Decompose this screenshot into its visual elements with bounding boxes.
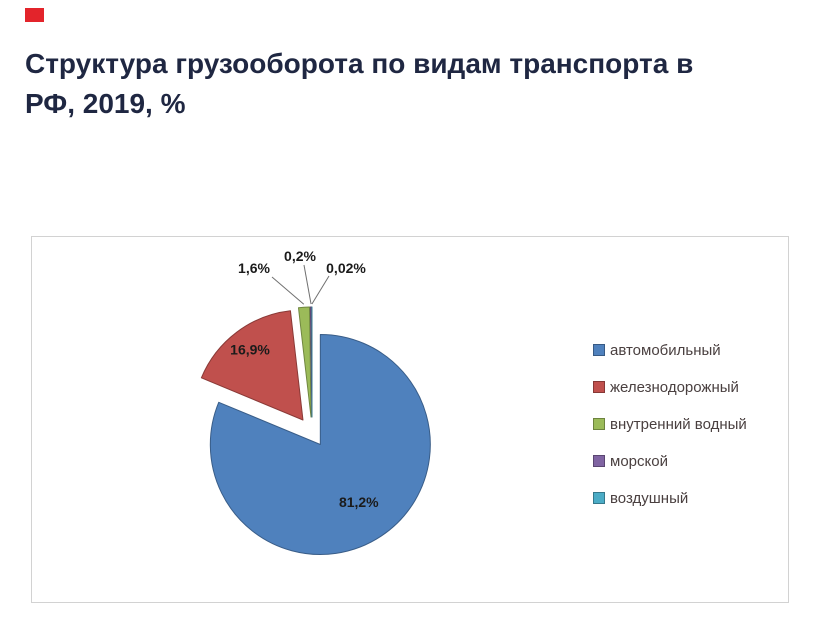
pie-slice-0: [209, 333, 431, 555]
slice-label: 0,2%: [284, 248, 316, 264]
legend-swatch: [593, 381, 605, 393]
legend-label: внутренний водный: [610, 415, 747, 433]
pie-slice-1: [200, 310, 304, 421]
slice-label: 1,6%: [238, 260, 270, 276]
legend-item-2: внутренний водный: [593, 413, 747, 435]
legend-item-0: автомобильный: [593, 339, 747, 361]
slice-label: 81,2%: [339, 494, 379, 510]
legend-label: морской: [610, 452, 668, 470]
label-leader-line: [311, 275, 330, 305]
legend-swatch: [593, 492, 605, 504]
slice-label: 0,02%: [326, 260, 366, 276]
brand-mark: [25, 8, 44, 22]
page-title: Структура грузооборота по видам транспор…: [25, 48, 694, 119]
label-leader-line: [271, 276, 305, 305]
legend-swatch: [593, 455, 605, 467]
legend-label: железнодорожный: [610, 378, 739, 396]
legend-swatch: [593, 418, 605, 430]
legend-item-4: воздушный: [593, 487, 747, 509]
chart-legend: автомобильный железнодорожный внутренний…: [593, 339, 747, 509]
pie-slice-2: [297, 306, 312, 418]
slice-label: 16,9%: [230, 342, 270, 358]
legend-label: автомобильный: [610, 341, 721, 359]
label-leader-line: [303, 264, 312, 305]
chart-panel: 81,2% 16,9% 1,6% 0,2% 0,02% автомобильный же…: [31, 236, 789, 603]
legend-label: воздушный: [610, 489, 689, 507]
legend-item-3: морской: [593, 450, 747, 472]
legend-item-1: железнодорожный: [593, 376, 747, 398]
legend-swatch: [593, 344, 605, 356]
pie-chart: 81,2% 16,9% 1,6% 0,2% 0,02%: [200, 248, 431, 555]
